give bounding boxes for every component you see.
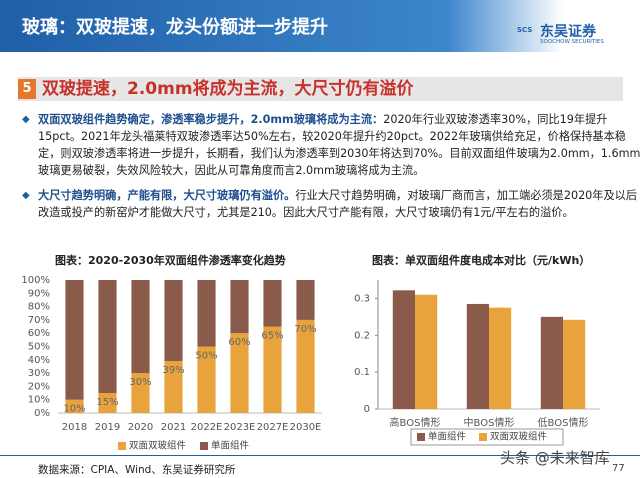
y-tick-label: 40% <box>28 355 50 366</box>
section-number: 5 <box>18 79 36 99</box>
bar-segment <box>131 280 150 374</box>
legend-swatch <box>200 442 208 450</box>
bar-segment <box>65 280 84 400</box>
legend-box <box>410 428 564 446</box>
y-tick-label: 20% <box>28 381 50 392</box>
bar-segment <box>98 280 117 394</box>
y-tick-label: 80% <box>28 302 50 313</box>
data-label: 30% <box>129 377 151 388</box>
x-tick-label: 2020 <box>128 422 153 433</box>
x-tick-label: 2027E <box>257 422 289 433</box>
data-label: 50% <box>195 351 217 362</box>
bar-segment <box>65 399 84 413</box>
bar-segment <box>164 361 183 413</box>
bar-segment <box>164 280 183 362</box>
y-tick-label: 0% <box>34 408 50 419</box>
chart-title: 图表：单双面组件度电成本对比（元/kWh） <box>372 253 590 267</box>
section-title: 双玻提速，2.0mm将成为主流，大尺寸仍有溢价 <box>42 79 414 99</box>
x-tick-label: 2030E <box>290 422 322 433</box>
data-label: 10% <box>63 404 85 415</box>
bar-segment <box>296 319 315 413</box>
legend-swatch <box>479 433 487 441</box>
chart-title: 图表：2020-2030年双面组件渗透率变化趋势 <box>55 253 286 267</box>
bar <box>415 294 438 409</box>
legend-swatch <box>417 433 425 441</box>
watermark: 头条 @未来智库 <box>500 449 610 467</box>
bar <box>540 316 563 409</box>
bar-segment <box>263 326 282 413</box>
bar <box>392 290 415 409</box>
bar-segment <box>230 333 249 413</box>
bullet: 大尺寸趋势明确，产能有限，大尺寸玻璃仍有溢价。行业大尺寸趋势明确，对玻璃厂商而言… <box>22 187 640 221</box>
x-tick-label: 2023E <box>224 422 256 433</box>
y-tick-label: 60% <box>28 328 50 339</box>
legend-label: 双面双玻组件 <box>490 431 548 443</box>
logo-en: SOOCHOW SECURITIES <box>540 39 604 45</box>
bullet-text: 2020年行业双玻渗透率30%，同比19年提升15pct。2021年龙头福莱特双… <box>38 113 640 177</box>
data-label: 65% <box>261 331 283 342</box>
bar-segment <box>263 280 282 327</box>
header-bar <box>0 0 640 52</box>
header-title: 玻璃：双玻提速，龙头份额进一步提升 <box>22 17 328 38</box>
x-tick-label: 2019 <box>95 422 120 433</box>
x-tick-label: 2021 <box>161 422 186 433</box>
bar-segment <box>131 373 150 413</box>
legend-label: 单面组件 <box>211 440 250 452</box>
page-number: 77 <box>612 463 625 474</box>
data-label: 60% <box>228 337 250 348</box>
legend-label: 单面组件 <box>428 431 467 443</box>
x-tick-label: 2018 <box>62 422 87 433</box>
bullet: 双面双玻组件趋势确定，渗透率稳步提升，2.0mm玻璃将成为主流：2020年行业双… <box>22 111 640 179</box>
y-tick-label: 90% <box>28 288 50 299</box>
bar-segment <box>197 346 216 413</box>
bar <box>466 303 489 409</box>
x-tick-label: 中BOS情形 <box>464 416 515 429</box>
bar-segment <box>197 280 216 347</box>
legend-swatch <box>118 442 126 450</box>
x-tick-label: 2022E <box>191 422 223 433</box>
legend-label: 双面双玻组件 <box>129 440 187 452</box>
bullet-text: 行业大尺寸趋势明确，对玻璃厂商而言，加工端必须是2020年及以后改造或投产的新窑… <box>38 189 638 219</box>
x-tick-label: 高BOS情形 <box>390 416 441 429</box>
x-tick-label: 低BOS情形 <box>538 416 589 429</box>
y-tick-label: 30% <box>28 368 50 379</box>
source: 数据来源：CPIA、Wind、东吴证券研究所 <box>38 464 236 476</box>
data-label: 15% <box>96 397 118 408</box>
y-tick-label: 0.3 <box>354 293 370 304</box>
data-label: 70% <box>294 324 316 335</box>
y-tick-label: 0 <box>364 404 370 415</box>
bullet-lead: 双面双玻组件趋势确定，渗透率稳步提升，2.0mm玻璃将成为主流： <box>38 113 384 126</box>
bar <box>489 307 512 409</box>
logo-mark: SCS <box>517 26 533 34</box>
bar-segment <box>98 393 117 413</box>
bar <box>563 319 586 409</box>
data-label: 39% <box>162 365 184 376</box>
y-tick-label: 100% <box>21 275 50 286</box>
y-tick-label: 10% <box>28 395 50 406</box>
logo-cn: 东吴证券 <box>540 24 596 40</box>
y-tick-label: 0.1 <box>354 367 370 378</box>
bar-segment <box>296 280 315 320</box>
y-tick-label: 50% <box>28 342 50 353</box>
y-tick-label: 0.2 <box>354 330 370 341</box>
section-bar <box>18 77 623 101</box>
bar-segment <box>230 280 249 334</box>
footer-line <box>0 455 640 478</box>
bullet-lead: 大尺寸趋势明确，产能有限，大尺寸玻璃仍有溢价。 <box>38 189 296 202</box>
y-tick-label: 70% <box>28 315 50 326</box>
